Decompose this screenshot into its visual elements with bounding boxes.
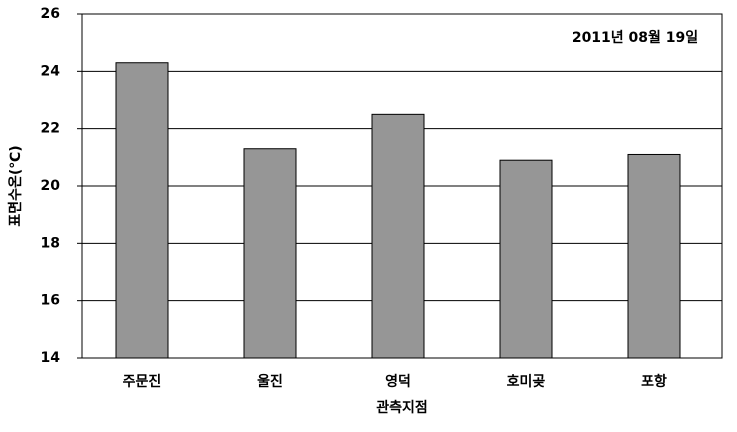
annotation: 2011년 08월 19일 [572, 29, 698, 46]
y-tick-label: 14 [41, 350, 61, 366]
y-tick-label: 26 [41, 6, 60, 22]
bar [243, 148, 297, 359]
y-tick-label: 18 [41, 235, 60, 251]
x-tick-label: 주문진 [123, 373, 162, 390]
y-tick-label: 20 [41, 178, 61, 194]
y-tick-label: 24 [41, 63, 61, 79]
bar [115, 62, 169, 359]
y-axis-title: 표면수온(℃) [7, 145, 24, 226]
y-tick-label: 16 [41, 293, 60, 309]
x-tick-label: 영덕 [385, 373, 411, 390]
bar [499, 159, 553, 359]
x-tick-label: 울진 [257, 373, 283, 390]
y-tick-label: 22 [41, 121, 60, 137]
x-tick-label: 포항 [641, 373, 667, 390]
bar [627, 153, 681, 359]
bar [371, 113, 425, 359]
x-axis-title: 관측지점 [376, 399, 428, 416]
x-tick-label: 호미곶 [507, 374, 546, 390]
